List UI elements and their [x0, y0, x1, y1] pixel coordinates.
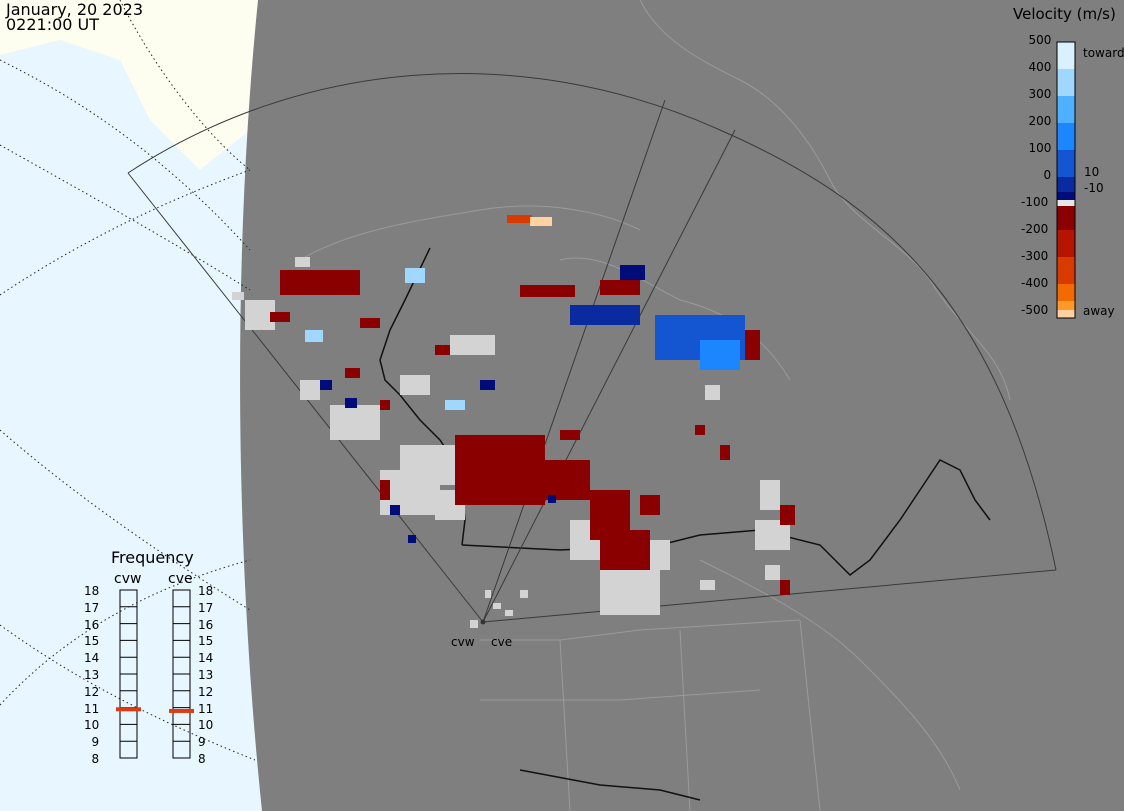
velocity-tick-label: 0 [1043, 168, 1052, 182]
frequency-gauges [116, 589, 194, 759]
frequency-radar-cvw: cvw [114, 571, 142, 587]
frequency-scale-label: 9 [91, 735, 100, 750]
radar-label-cvw: cvw [451, 635, 475, 649]
graticule [0, 0, 256, 761]
globe-background [240, 0, 1124, 811]
radar-label-cve: cve [491, 635, 513, 649]
velocity-tick-label: -500 [1021, 303, 1049, 317]
time-label: 0221:00 UT [6, 15, 100, 34]
frequency-scale-label: 13 [84, 668, 100, 682]
frequency-scale-label: 8 [91, 752, 100, 766]
color-bar-segment [1057, 192, 1075, 200]
velocity-tick-label: 400 [1028, 60, 1052, 74]
frequency-marker [169, 708, 194, 713]
away-label: away [1083, 304, 1115, 318]
date-label: January, 20 2023 [6, 0, 143, 19]
frequency-scale-label: 12 [198, 684, 214, 699]
frequency-scale-label: 18 [198, 584, 214, 598]
frequency-scale-label: 13 [198, 668, 214, 682]
frequency-scale-label: 9 [198, 735, 206, 750]
velocity-tick-label: -200 [1021, 222, 1049, 236]
color-bar-segment [1057, 301, 1075, 310]
color-bar-segment [1057, 284, 1075, 301]
color-bar-segment [1057, 177, 1075, 192]
frequency-radar-cve: cve [168, 571, 193, 587]
frequency-scale-label: 8 [198, 752, 206, 766]
frequency-scale-label: 10 [198, 718, 214, 733]
tick-minus10-label: -10 [1084, 181, 1104, 195]
color-bar-segment [1057, 310, 1075, 318]
velocity-tick-label: 100 [1028, 141, 1052, 155]
velocity-tick-label: -300 [1021, 249, 1049, 263]
frequency-title: Frequency [111, 548, 194, 567]
frequency-scale-label: 17 [198, 600, 214, 615]
velocity-tick-label: 300 [1028, 87, 1052, 101]
frequency-scale-label: 14 [198, 651, 214, 666]
toward-label: toward [1083, 46, 1124, 60]
frequency-scale-label: 17 [84, 600, 100, 615]
frequency-scale-label: 18 [84, 584, 100, 598]
velocity-tick-label: 500 [1028, 33, 1052, 47]
frequency-scale-label: 11 [84, 701, 100, 716]
color-bar-segment [1057, 150, 1075, 177]
frequency-scale-label: 14 [84, 651, 100, 666]
frequency-marker [116, 707, 141, 712]
radar-site-marker [480, 619, 486, 625]
color-bar-segment [1057, 42, 1075, 69]
color-bar-segment [1057, 206, 1075, 230]
frequency-scale-label: 16 [84, 617, 100, 632]
tick-10-label: 10 [1084, 165, 1100, 179]
color-bar-segment [1057, 230, 1075, 257]
velocity-color-bar [1056, 41, 1076, 319]
land-area [0, 0, 260, 170]
color-bar-segment [1057, 200, 1075, 206]
frequency-scale-label: 12 [84, 684, 100, 699]
frequency-scale-label: 15 [84, 634, 100, 649]
scatter-cells [232, 215, 795, 628]
velocity-tick-label: 200 [1028, 114, 1052, 128]
velocity-scale-title: Velocity (m/s) [1013, 5, 1116, 23]
velocity-tick-label: -400 [1021, 276, 1049, 290]
color-bar-segment [1057, 123, 1075, 150]
frequency-scale-label: 15 [198, 634, 214, 649]
frequency-scale-label: 16 [198, 617, 214, 632]
frequency-scale-label: 10 [84, 718, 100, 733]
velocity-tick-label: -100 [1021, 195, 1049, 209]
color-bar-segment [1057, 69, 1075, 96]
color-bar-segment [1057, 257, 1075, 284]
frequency-scale-label: 11 [198, 701, 214, 716]
color-bar-segment [1057, 96, 1075, 123]
